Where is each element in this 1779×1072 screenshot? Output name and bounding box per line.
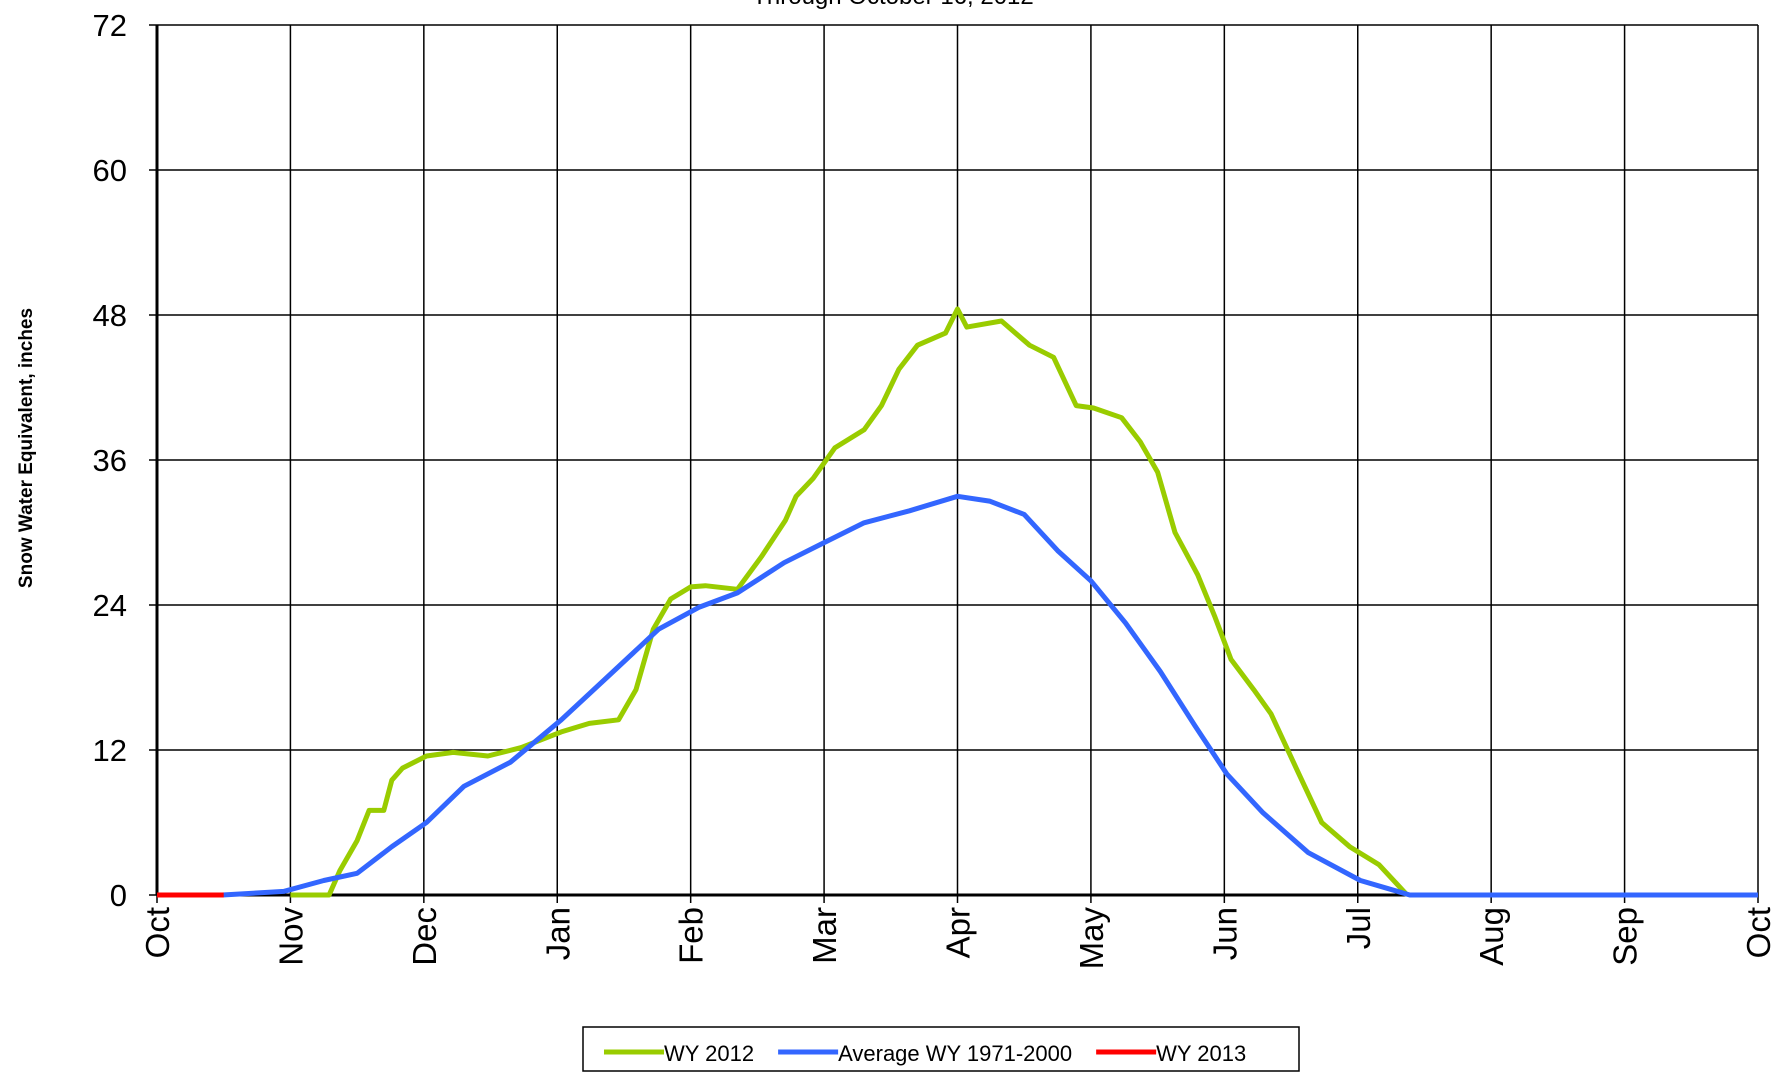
x-tick-label: Mar xyxy=(806,907,843,964)
y-tick-label: 48 xyxy=(93,298,127,333)
y-tick-label: 72 xyxy=(93,8,127,43)
legend: WY 2012 Average WY 1971-2000 WY 2013 xyxy=(582,1026,1300,1072)
x-tick-label: Feb xyxy=(673,907,710,964)
x-tick-label: Jan xyxy=(539,907,576,960)
series-line xyxy=(290,306,1409,898)
x-tick-label: Dec xyxy=(406,907,443,966)
legend-label: WY 2012 xyxy=(664,1041,754,1066)
legend-label: WY 2013 xyxy=(1156,1041,1246,1066)
x-tick-label: Jun xyxy=(1206,907,1243,960)
y-tick-label: 0 xyxy=(110,878,127,913)
x-tick-label: Jul xyxy=(1340,907,1377,949)
series-line xyxy=(222,493,1758,898)
x-tick-label: Apr xyxy=(940,907,977,958)
x-tick-label: Aug xyxy=(1473,907,1510,966)
y-axis-label: Snow Water Equivalent, inches xyxy=(16,308,37,588)
chart-subtitle: Through October 16, 2012 xyxy=(752,0,1034,10)
y-tick-label: 12 xyxy=(93,733,127,768)
x-tick-label: Nov xyxy=(272,907,309,966)
x-tick-label: Sep xyxy=(1607,907,1644,966)
legend-box xyxy=(582,1026,1300,1072)
x-tick-label: Oct xyxy=(1740,907,1777,958)
y-tick-label: 60 xyxy=(93,153,127,188)
x-tick-label: Oct xyxy=(139,907,176,958)
x-tick-label: May xyxy=(1073,907,1110,970)
y-tick-label: 36 xyxy=(93,443,127,478)
y-tick-label: 24 xyxy=(93,588,127,623)
legend-label: Average WY 1971-2000 xyxy=(838,1041,1072,1066)
